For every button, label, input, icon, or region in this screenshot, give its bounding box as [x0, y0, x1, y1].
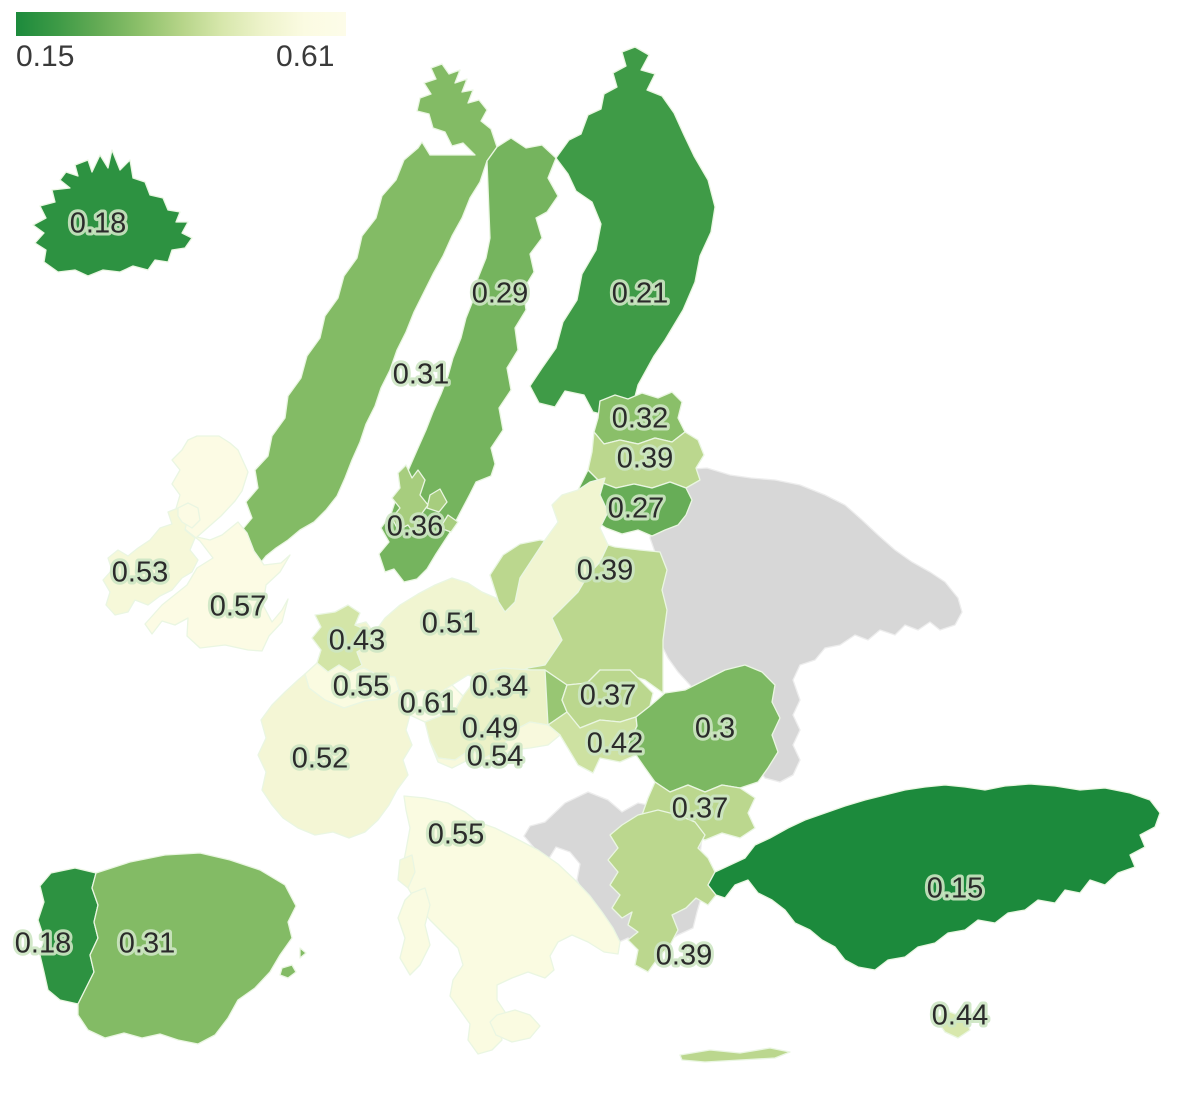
svg-text:0.39: 0.39 [577, 555, 633, 587]
svg-text:0.31: 0.31 [393, 359, 449, 391]
svg-text:0.37: 0.37 [580, 680, 636, 712]
svg-text:0.32: 0.32 [612, 403, 668, 435]
svg-text:0.37: 0.37 [672, 793, 728, 825]
svg-text:0.43: 0.43 [329, 625, 385, 657]
svg-text:0.54: 0.54 [467, 741, 523, 773]
svg-text:0.44: 0.44 [932, 1000, 988, 1032]
svg-text:0.53: 0.53 [112, 557, 168, 589]
svg-text:0.21: 0.21 [612, 278, 668, 310]
svg-text:0.57: 0.57 [210, 591, 266, 623]
svg-text:0.55: 0.55 [333, 671, 389, 703]
svg-text:0.55: 0.55 [428, 819, 484, 851]
svg-text:0.27: 0.27 [608, 493, 664, 525]
svg-text:0.34: 0.34 [472, 671, 528, 703]
svg-text:0.18: 0.18 [70, 208, 126, 240]
svg-text:0.3: 0.3 [695, 713, 735, 745]
svg-text:0.39: 0.39 [617, 443, 673, 475]
svg-text:0.61: 0.61 [400, 688, 456, 720]
svg-text:0.36: 0.36 [387, 511, 443, 543]
svg-text:0.52: 0.52 [292, 743, 348, 775]
svg-text:0.31: 0.31 [119, 928, 175, 960]
svg-text:0.29: 0.29 [472, 278, 528, 310]
svg-text:0.42: 0.42 [587, 728, 643, 760]
svg-text:0.51: 0.51 [422, 608, 478, 640]
svg-text:0.39: 0.39 [656, 940, 712, 972]
svg-text:0.15: 0.15 [927, 873, 983, 905]
svg-text:0.18: 0.18 [15, 928, 71, 960]
